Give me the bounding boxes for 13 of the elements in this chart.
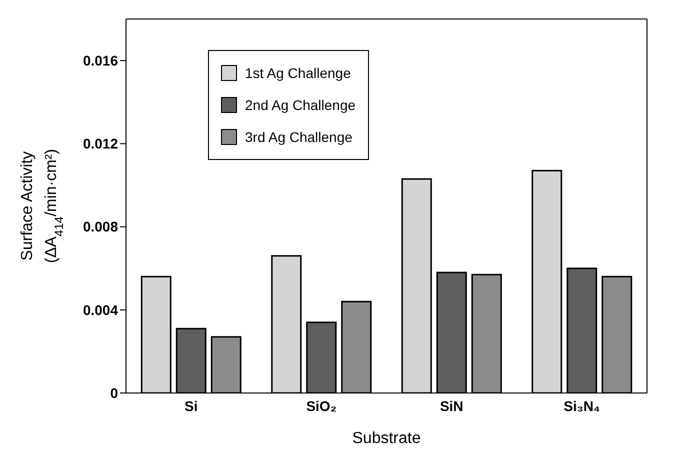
y-tick-label: 0.012 bbox=[82, 136, 118, 152]
y-tick-label: 0.016 bbox=[82, 52, 118, 69]
x-axis-title: Substrate bbox=[352, 430, 421, 447]
y-tick-label: 0.008 bbox=[82, 218, 118, 235]
legend-label: 2nd Ag Challenge bbox=[245, 97, 356, 113]
x-tick-label: SiN bbox=[440, 398, 464, 414]
legend-label: 3rd Ag Challenge bbox=[245, 129, 352, 145]
legend-label: 1st Ag Challenge bbox=[245, 65, 351, 81]
x-tick-label: Si bbox=[184, 398, 198, 414]
x-tick-label: Si₃N₄ bbox=[564, 398, 600, 414]
y-tick-label: 0.004 bbox=[82, 302, 118, 318]
y-tick-label: 0 bbox=[110, 384, 118, 401]
x-tick-label: SiO₂ bbox=[306, 398, 337, 414]
